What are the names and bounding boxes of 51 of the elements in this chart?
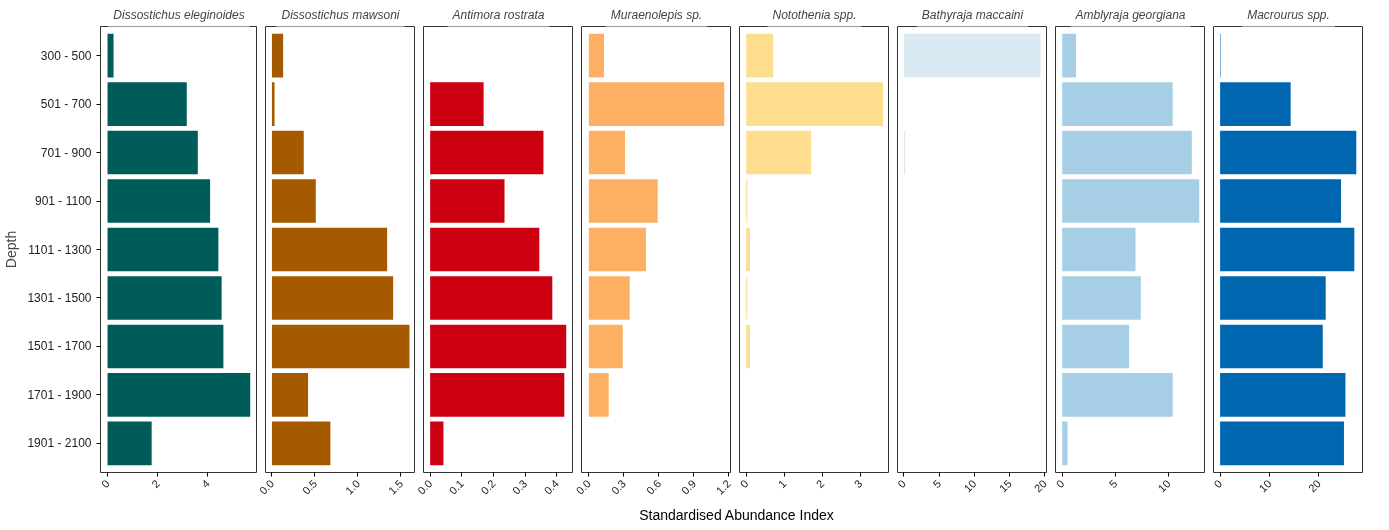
x-tick-label: 0.2 <box>478 477 498 497</box>
chart-title: Antimora rostrata <box>451 7 545 22</box>
x-tick-label: 1.2 <box>713 477 733 497</box>
x-tick-label: 0.0 <box>573 477 594 497</box>
x-tick-label: 3 <box>851 477 865 491</box>
y-tick-label: 501 - 700 <box>40 97 92 112</box>
x-tick-label: 0.1 <box>446 477 467 497</box>
x-tick-label: 1 <box>775 477 789 491</box>
y-tick-label: 300 - 500 <box>40 48 92 63</box>
x-tick-label: 0.6 <box>643 477 664 497</box>
x-tick-label: 0.0 <box>415 477 435 497</box>
x-tick-label: 10 <box>961 477 979 495</box>
x-tick-label: 0.3 <box>608 477 629 497</box>
x-tick-label: 0 <box>895 477 909 491</box>
y-tick-label: 901 - 1100 <box>35 194 92 209</box>
y-tick-label: 1101 - 1300 <box>28 242 92 257</box>
x-tick-label: 5 <box>1106 477 1120 491</box>
x-tick-label: 1.5 <box>385 477 406 497</box>
x-tick-label: 0 <box>98 477 112 491</box>
x-tick-label: 0.5 <box>299 477 320 497</box>
x-tick-label: 10 <box>1256 477 1274 495</box>
x-tick-label: 0.4 <box>541 477 561 497</box>
x-tick-label: 5 <box>930 477 944 491</box>
chart-title: Muraenolepis sp. <box>610 7 703 22</box>
x-tick-label: 0 <box>1211 477 1225 491</box>
x-tick-label: 0.0 <box>256 477 277 497</box>
y-tick-label: 1301 - 1500 <box>27 290 92 305</box>
x-tick-label: 15 <box>996 477 1014 495</box>
y-tick-label: 701 - 900 <box>40 145 92 160</box>
y-axis-title: Depth <box>3 230 20 269</box>
x-tick-label: 4 <box>199 477 213 491</box>
x-tick-label: 0.9 <box>678 477 699 497</box>
chart-title: Dissostichus mawsoni <box>281 7 400 22</box>
x-axis-title: Standardised Abundance Index <box>639 506 834 525</box>
x-tick-label: 0 <box>737 477 751 491</box>
chart-title: Notothenia spp. <box>772 7 857 22</box>
x-tick-label: 20 <box>1305 477 1324 495</box>
x-tick-label: 10 <box>1155 477 1173 495</box>
chart-title: Bathyraja maccaini <box>921 7 1024 22</box>
x-tick-label: 20 <box>1031 477 1049 495</box>
y-tick-label: 1901 - 2100 <box>27 436 92 451</box>
y-tick-label: 1701 - 1900 <box>27 387 92 402</box>
x-tick-label: 2 <box>813 477 827 491</box>
chart-title: Dissostichus eleginoides <box>113 7 245 22</box>
x-tick-label: 2 <box>149 477 162 491</box>
x-tick-label: 0 <box>1053 477 1067 491</box>
chart-title: Macrourus spp. <box>1247 7 1330 22</box>
x-tick-label: 0.3 <box>510 477 530 497</box>
x-tick-label: 1.0 <box>342 477 363 497</box>
y-tick-label: 1501 - 1700 <box>27 339 92 354</box>
chart-title: Amblyraja georgiana <box>1074 7 1186 22</box>
